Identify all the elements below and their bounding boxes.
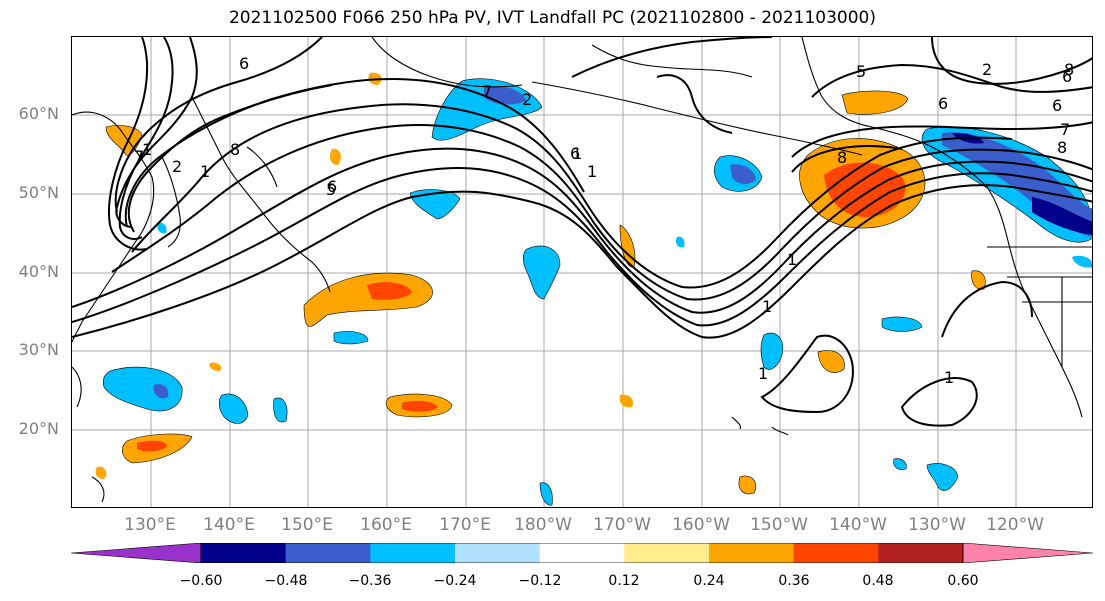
contour-label: 1 xyxy=(572,144,582,163)
contour-label: 8 xyxy=(230,140,240,159)
contour-label: 2 xyxy=(172,157,182,176)
lon-label: 180°W xyxy=(514,515,572,535)
colorbar-segment xyxy=(370,543,456,563)
lon-label: 170°E xyxy=(439,515,491,535)
contour-label: 6 xyxy=(1062,67,1072,86)
lon-label: 170°W xyxy=(593,515,651,535)
contour-label: 7 xyxy=(134,147,144,166)
lat-label: 40°N xyxy=(18,262,59,281)
lon-label: 130°W xyxy=(908,515,966,535)
map-canvas: 6 8 2 7 6 1 1 1 1 2 7 6 8 6 1 1 1 1 5 6 … xyxy=(72,37,1092,507)
colorbar-tick-label: −0.24 xyxy=(433,573,477,589)
lat-label: 30°N xyxy=(18,340,59,359)
colorbar-tick-label: −0.36 xyxy=(348,573,392,589)
colorbar-segment xyxy=(878,543,964,563)
colorbar-segment xyxy=(201,543,287,563)
contour-label: 1 xyxy=(787,250,797,269)
contour-label: 1 xyxy=(587,162,597,181)
contour-label: 1 xyxy=(762,297,772,316)
contour-label: 6 xyxy=(239,54,249,73)
colorbar-tick-label: 0.48 xyxy=(862,573,894,589)
colorbar-segment xyxy=(624,543,710,563)
map-panel: 6 8 2 7 6 1 1 1 1 2 7 6 8 6 1 1 1 1 5 6 … xyxy=(71,36,1093,508)
lon-label: 160°W xyxy=(672,515,730,535)
contour-label: 5 xyxy=(326,180,336,199)
contour-label: 8 xyxy=(837,148,847,167)
contour-label: 8 xyxy=(1064,60,1074,79)
contour-label: 7 xyxy=(482,82,492,101)
contour-label: 6 xyxy=(1052,96,1062,115)
lon-label: 120°W xyxy=(986,515,1044,535)
colorbar-segment xyxy=(709,543,795,563)
shading-layer xyxy=(95,72,1092,506)
lon-label: 140°W xyxy=(829,515,887,535)
lon-label: 150°E xyxy=(281,515,333,535)
colorbar-tick-label: 0.12 xyxy=(608,573,640,589)
colorbar-segment xyxy=(539,543,625,563)
colorbar-tick-label: 0.60 xyxy=(947,573,979,589)
lon-label: 130°E xyxy=(124,515,176,535)
colorbar xyxy=(71,543,1093,563)
contour-label-group: 6 8 2 7 6 1 1 1 1 2 7 6 8 6 1 1 1 1 5 6 … xyxy=(134,54,1074,387)
colorbar-segment xyxy=(793,543,879,563)
pv-contours xyxy=(72,37,1092,427)
contour-label: 6 xyxy=(570,144,580,163)
lon-label: 140°E xyxy=(203,515,255,535)
lon-label: 150°W xyxy=(750,515,808,535)
colorbar-segment xyxy=(285,543,371,563)
lat-label: 60°N xyxy=(18,104,59,123)
colorbar-tick-label: 0.36 xyxy=(778,573,810,589)
colorbar-extend-min xyxy=(71,543,202,563)
colorbar-tick-label: 0.24 xyxy=(693,573,725,589)
colorbar-tick-label: −0.12 xyxy=(518,573,562,589)
contour-label: 2 xyxy=(522,90,532,109)
contour-label: 6 xyxy=(327,177,337,196)
contour-label: 1 xyxy=(944,368,954,387)
colorbar-tick-label: −0.48 xyxy=(264,573,308,589)
contour-label: 8 xyxy=(1057,138,1067,157)
map-title: 2021102500 F066 250 hPa PV, IVT Landfall… xyxy=(228,8,876,28)
lat-label: 50°N xyxy=(18,183,59,202)
lon-label: 160°E xyxy=(360,515,412,535)
contour-label: 5 xyxy=(856,62,866,81)
contour-label: 6 xyxy=(938,94,948,113)
colorbar-extend-max xyxy=(962,543,1093,563)
colorbar-tick-label: −0.60 xyxy=(179,573,223,589)
contour-label: 7 xyxy=(1060,120,1070,139)
colorbar-segment xyxy=(455,543,541,563)
contour-label: 1 xyxy=(142,140,152,159)
contour-label: 1 xyxy=(200,162,210,181)
lat-label: 20°N xyxy=(18,419,59,438)
contour-label: 1 xyxy=(758,364,768,383)
contour-label: 2 xyxy=(982,60,992,79)
